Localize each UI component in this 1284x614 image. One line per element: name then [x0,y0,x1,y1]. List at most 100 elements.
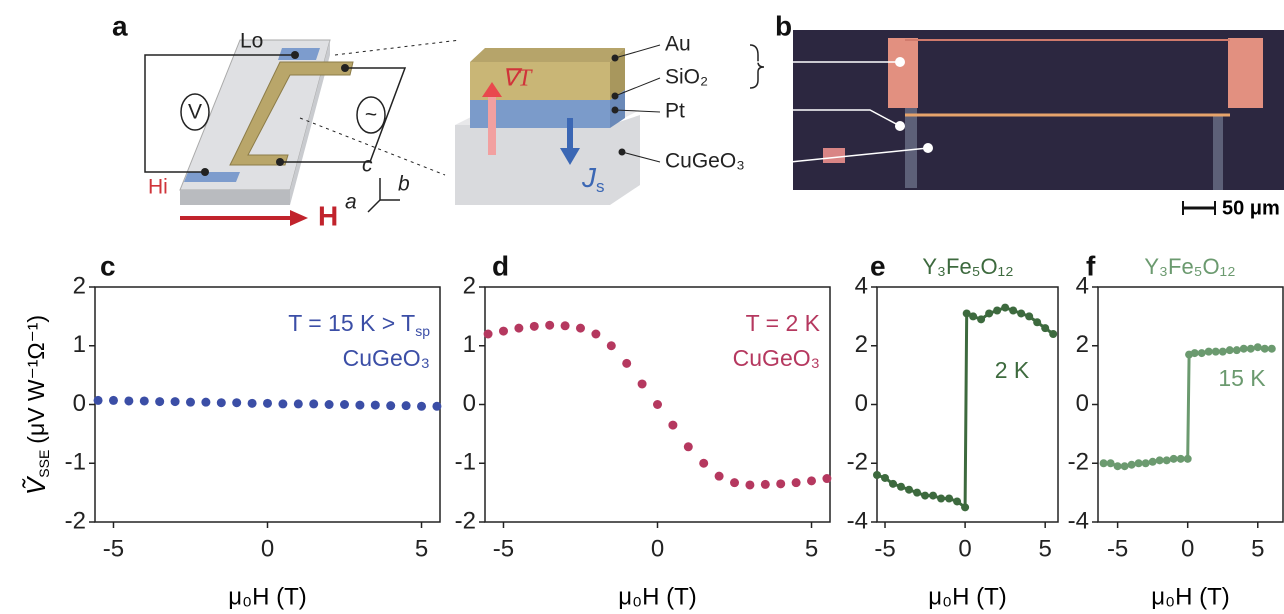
data-point [776,479,785,488]
data-point [1198,349,1206,357]
data-point [576,324,585,333]
data-point [622,359,631,368]
data-point [668,421,677,430]
y-tick-label: 0 [1076,390,1089,417]
data-point [484,330,493,339]
layer-label: Au [665,33,691,56]
lead-label: Hi [148,176,168,199]
axis-label: c [362,154,373,177]
data-point [1170,455,1178,463]
data-point [715,472,724,481]
data-point [1268,345,1276,353]
scale-bar-label: 50 μm [1222,197,1280,219]
data-point [969,312,977,320]
data-point [1247,345,1255,353]
data-point [591,330,600,339]
data-point [124,396,133,405]
x-tick-label: 5 [415,535,428,562]
annotation-text: T = 2 K [746,310,821,336]
data-point [1121,462,1129,470]
annotation: T = 15 K > Tsp [288,310,430,339]
data-point [171,397,180,406]
panel-label: c [100,250,116,281]
material-label: CuGeO₃ [343,345,430,371]
data-point [278,399,287,408]
data-point [561,321,570,330]
material-label: CuGeO₃ [733,345,820,371]
annotation-text: 15 K [1218,365,1266,391]
x-tick-label: 5 [1251,535,1264,562]
data-point [1191,349,1199,357]
data-point [1184,455,1192,463]
data-point [945,495,953,503]
layer-label: Pt [665,100,685,123]
data-point [155,397,164,406]
data-point [1233,346,1241,354]
y-tick-label: 2 [855,331,868,358]
data-point [217,398,226,407]
x-tick-label: -5 [1107,535,1128,562]
meter-label: V [188,101,202,124]
data-point [1219,348,1227,356]
spin-current-sub: s [596,177,605,196]
data-point [993,307,1001,315]
data-point [340,400,349,409]
x-axis-label: μ₀H (T) [228,583,306,610]
data-point [545,321,554,330]
data-point [530,322,539,331]
source-label: ~ [365,104,377,127]
data-point [1107,459,1115,467]
data-point [699,459,708,468]
data-point [897,483,905,491]
y-tick-label: 2 [463,272,476,299]
x-tick-label: 0 [261,535,274,562]
y-tick-label: 1 [463,331,476,358]
data-point [1001,304,1009,312]
y-tick-label: -1 [65,449,86,476]
data-point [140,396,149,405]
data-point [109,396,118,405]
x-axis-label: μ₀H (T) [1151,583,1229,610]
data-point [913,489,921,497]
panel-label: a [112,10,128,41]
x-tick-label: 0 [958,535,971,562]
y-tick-label: -2 [65,507,86,534]
annotation-text: 2 K [995,357,1030,383]
y-label-sub: SSE [36,450,52,478]
data-point [1177,455,1185,463]
data-point [730,478,739,487]
data-point [94,396,103,405]
data-point [263,399,272,408]
data-point [186,398,195,407]
x-axis-label: μ₀H (T) [928,583,1006,610]
x-tick-label: -5 [874,535,895,562]
data-point [432,402,441,411]
data-point [822,474,831,483]
y-tick-label: 0 [855,390,868,417]
annotation-text: T = 15 K > T [288,310,415,336]
y-axis-label: ṼSSE(μV W⁻¹Ω⁻¹) [21,315,52,495]
data-point [807,476,816,485]
spin-current-symbol: J [581,162,597,193]
x-tick-label: 5 [805,535,818,562]
data-point [961,503,969,511]
data-point [402,401,411,410]
panel-label: b [775,10,792,41]
data-point [1049,330,1057,338]
data-point [1135,459,1143,467]
data-point [638,379,647,388]
y-tick-label: -2 [455,507,476,534]
y-label-unit: (μV W⁻¹Ω⁻¹) [23,315,49,444]
y-tick-label: 4 [855,272,868,299]
data-point [1261,345,1269,353]
data-point [417,402,426,411]
data-point [1156,456,1164,464]
data-point [881,474,889,482]
data-point [873,471,881,479]
x-axis-label: μ₀H (T) [618,583,696,610]
x-tick-label: 0 [1181,535,1194,562]
figure: a b Lo Hi V ~ H c b a ∇T Js Au SiO₂ Pt C… [0,0,1284,614]
data-point [371,401,380,410]
data-point [745,480,754,489]
data-point [1142,459,1150,467]
